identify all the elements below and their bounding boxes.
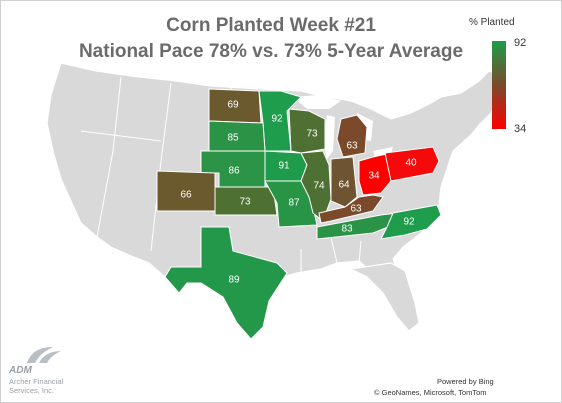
- lake-superior: [293, 95, 341, 109]
- state-wisconsin: [288, 108, 326, 154]
- state-ohio: [358, 152, 392, 196]
- state-value-pennsylvania: 40: [405, 158, 417, 169]
- logo-brand: ADM: [9, 365, 32, 376]
- state-value-south-dakota: 85: [227, 133, 239, 144]
- state-value-minnesota: 92: [271, 114, 283, 125]
- state-value-illinois: 74: [313, 181, 325, 192]
- state-north-carolina: [380, 204, 442, 240]
- logo-line-2: Services, Inc.: [9, 386, 55, 395]
- logo-line-1: Archer Financial: [9, 377, 64, 386]
- state-value-wisconsin: 73: [306, 129, 318, 140]
- state-value-indiana: 64: [338, 180, 350, 191]
- state-michigan: [336, 114, 368, 158]
- state-kentucky: [318, 194, 384, 224]
- legend-gradient-bar: [492, 41, 506, 129]
- map-credit-sources: © GeoNames, Microsoft, TomTom: [374, 388, 487, 397]
- state-value-labels: 69 92 85 73 63 91 86 34 40 66 73 87 74 6…: [180, 100, 417, 286]
- legend-min-label: 34: [514, 123, 527, 135]
- state-value-kentucky: 63: [350, 204, 362, 215]
- state-value-ohio: 34: [368, 171, 380, 182]
- state-indiana: [330, 156, 358, 208]
- lake-michigan: [323, 115, 335, 159]
- state-value-nebraska: 86: [228, 166, 240, 177]
- map-credit-bing: Powered by Bing: [437, 377, 494, 386]
- state-value-north-dakota: 69: [227, 100, 239, 111]
- state-value-north-carolina: 92: [403, 217, 415, 228]
- state-illinois: [300, 150, 332, 222]
- state-texas: [164, 226, 288, 340]
- state-pennsylvania: [384, 146, 440, 182]
- adm-logo-icon: [27, 347, 61, 363]
- state-value-iowa: 91: [278, 161, 290, 172]
- state-value-missouri: 87: [288, 198, 300, 209]
- state-value-texas: 89: [228, 275, 240, 286]
- legend-title: % Planted: [469, 17, 515, 28]
- legend-max-label: 92: [514, 37, 527, 49]
- state-kansas: [214, 186, 278, 216]
- state-value-colorado: 66: [180, 190, 192, 201]
- state-value-tennessee: 83: [341, 224, 353, 235]
- state-value-michigan: 63: [346, 141, 358, 152]
- map-title: Corn Planted Week #21: [166, 15, 376, 36]
- state-value-kansas: 73: [239, 197, 251, 208]
- map-subtitle: National Pace 78% vs. 73% 5-Year Average: [78, 41, 464, 62]
- lake-huron-erie: [357, 113, 393, 157]
- florida-shape: [349, 262, 420, 332]
